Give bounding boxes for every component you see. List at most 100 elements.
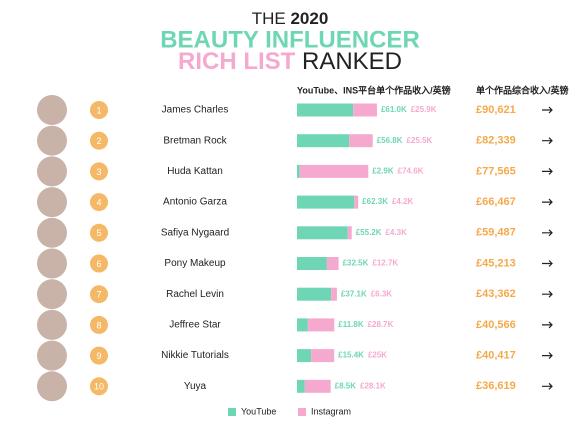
rank-badge xyxy=(90,254,108,273)
rank-badge xyxy=(90,101,108,119)
rank-badge xyxy=(90,346,108,365)
bar-segment xyxy=(297,257,327,270)
bar-segment xyxy=(297,287,332,301)
title-line3: RICH LIST RANKED xyxy=(178,48,402,75)
arrow xyxy=(542,290,553,298)
bar-segment xyxy=(297,379,305,393)
total: £45,213 xyxy=(476,257,516,269)
rank-badge xyxy=(90,377,108,396)
avatar xyxy=(37,248,67,279)
avatar xyxy=(37,279,67,310)
total: £43,362 xyxy=(476,288,516,300)
name: Huda Kattan xyxy=(167,166,223,177)
value-label: £15.4K xyxy=(338,351,364,360)
name: Antonio Garza xyxy=(163,197,227,208)
name: Safiya Nygaard xyxy=(161,227,229,238)
title-line1: THE 2020 xyxy=(252,9,329,28)
value-label: £55.2K xyxy=(356,228,382,237)
value-label: £25.9K xyxy=(411,105,437,114)
rank: 4 xyxy=(96,197,101,207)
value-label: £2.9K xyxy=(372,167,394,176)
total: £36,619 xyxy=(476,380,516,392)
bar-segment xyxy=(331,287,337,301)
total: £40,566 xyxy=(476,319,516,331)
arrow xyxy=(542,382,553,390)
value-label: £25K xyxy=(368,351,387,360)
value-label: £12.7K xyxy=(372,259,398,268)
bar-segment xyxy=(299,164,369,178)
arrow xyxy=(542,352,553,360)
total: £77,565 xyxy=(476,165,516,177)
name: Bretman Rock xyxy=(163,135,227,146)
arrow xyxy=(542,106,553,114)
bar-header: YouTube、INS平台单个作品收入/英镑 xyxy=(297,84,451,95)
rank-badge xyxy=(90,285,108,304)
bar-segment xyxy=(297,349,312,363)
arrow xyxy=(542,167,553,175)
rank: 7 xyxy=(96,290,101,300)
bar-segment xyxy=(349,134,373,148)
avatar xyxy=(37,371,67,402)
value-label: £25.5K xyxy=(407,136,433,145)
value-label: £37.1K xyxy=(341,289,367,298)
rank-badge xyxy=(90,193,108,212)
value-label: £28.1K xyxy=(360,381,386,390)
title-line2: BEAUTY INFLUENCER xyxy=(160,26,420,53)
value-label: £56.8K xyxy=(377,136,403,145)
value-label: £28.7K xyxy=(368,320,394,329)
bar-segment xyxy=(311,349,335,363)
total: £40,417 xyxy=(476,350,516,362)
arrow xyxy=(542,198,553,206)
rank: 6 xyxy=(96,259,101,269)
value-label: £4.2K xyxy=(392,197,414,206)
bar-segment xyxy=(304,379,331,393)
bar-segment xyxy=(297,103,354,117)
bar-segment xyxy=(297,164,300,178)
bar-segment xyxy=(307,318,335,332)
rank-badge xyxy=(90,131,108,150)
name: Yuya xyxy=(184,381,207,392)
name: Jeffree Star xyxy=(169,320,221,331)
value-label: £61.0K xyxy=(381,105,407,114)
total-header: 单个作品综合收入/英镑 xyxy=(476,84,569,95)
value-label: £32.5K xyxy=(343,259,369,268)
rank-badge xyxy=(90,223,108,242)
bar-segment xyxy=(354,195,359,209)
legend-label: YouTube xyxy=(241,406,276,416)
avatar xyxy=(37,217,67,248)
rank: 8 xyxy=(96,320,101,330)
total: £82,339 xyxy=(476,135,516,147)
rank-badge xyxy=(90,315,108,334)
total: £90,621 xyxy=(476,104,516,116)
name: Pony Makeup xyxy=(164,258,226,269)
name: Rachel Levin xyxy=(166,289,224,300)
avatar xyxy=(37,340,67,371)
bar-segment xyxy=(297,226,348,240)
rank: 10 xyxy=(94,382,104,392)
value-label: £11.8K xyxy=(338,320,364,329)
value-label: £4.3K xyxy=(386,228,408,237)
bar-segment xyxy=(297,134,350,148)
title-year: 2020 xyxy=(290,9,328,28)
avatar xyxy=(37,156,67,187)
avatar xyxy=(37,187,67,218)
arrow xyxy=(542,229,553,237)
bar-segment xyxy=(353,103,377,117)
value-label: £62.3K xyxy=(362,197,388,206)
total: £59,487 xyxy=(476,227,516,239)
rank: 9 xyxy=(96,351,101,361)
value-label: £8.5K xyxy=(335,381,357,390)
bar-segment xyxy=(297,195,355,209)
avatar xyxy=(37,125,67,156)
bar-segment xyxy=(347,226,352,240)
rank: 5 xyxy=(96,228,101,238)
name: Nikkie Tutorials xyxy=(161,350,229,361)
arrow xyxy=(542,260,553,267)
avatar xyxy=(37,95,67,125)
rank-badge xyxy=(90,162,108,181)
rank: 3 xyxy=(96,167,101,177)
total: £66,467 xyxy=(476,196,516,208)
bar-segment xyxy=(297,318,308,332)
legend-label: Instagram xyxy=(311,406,351,416)
